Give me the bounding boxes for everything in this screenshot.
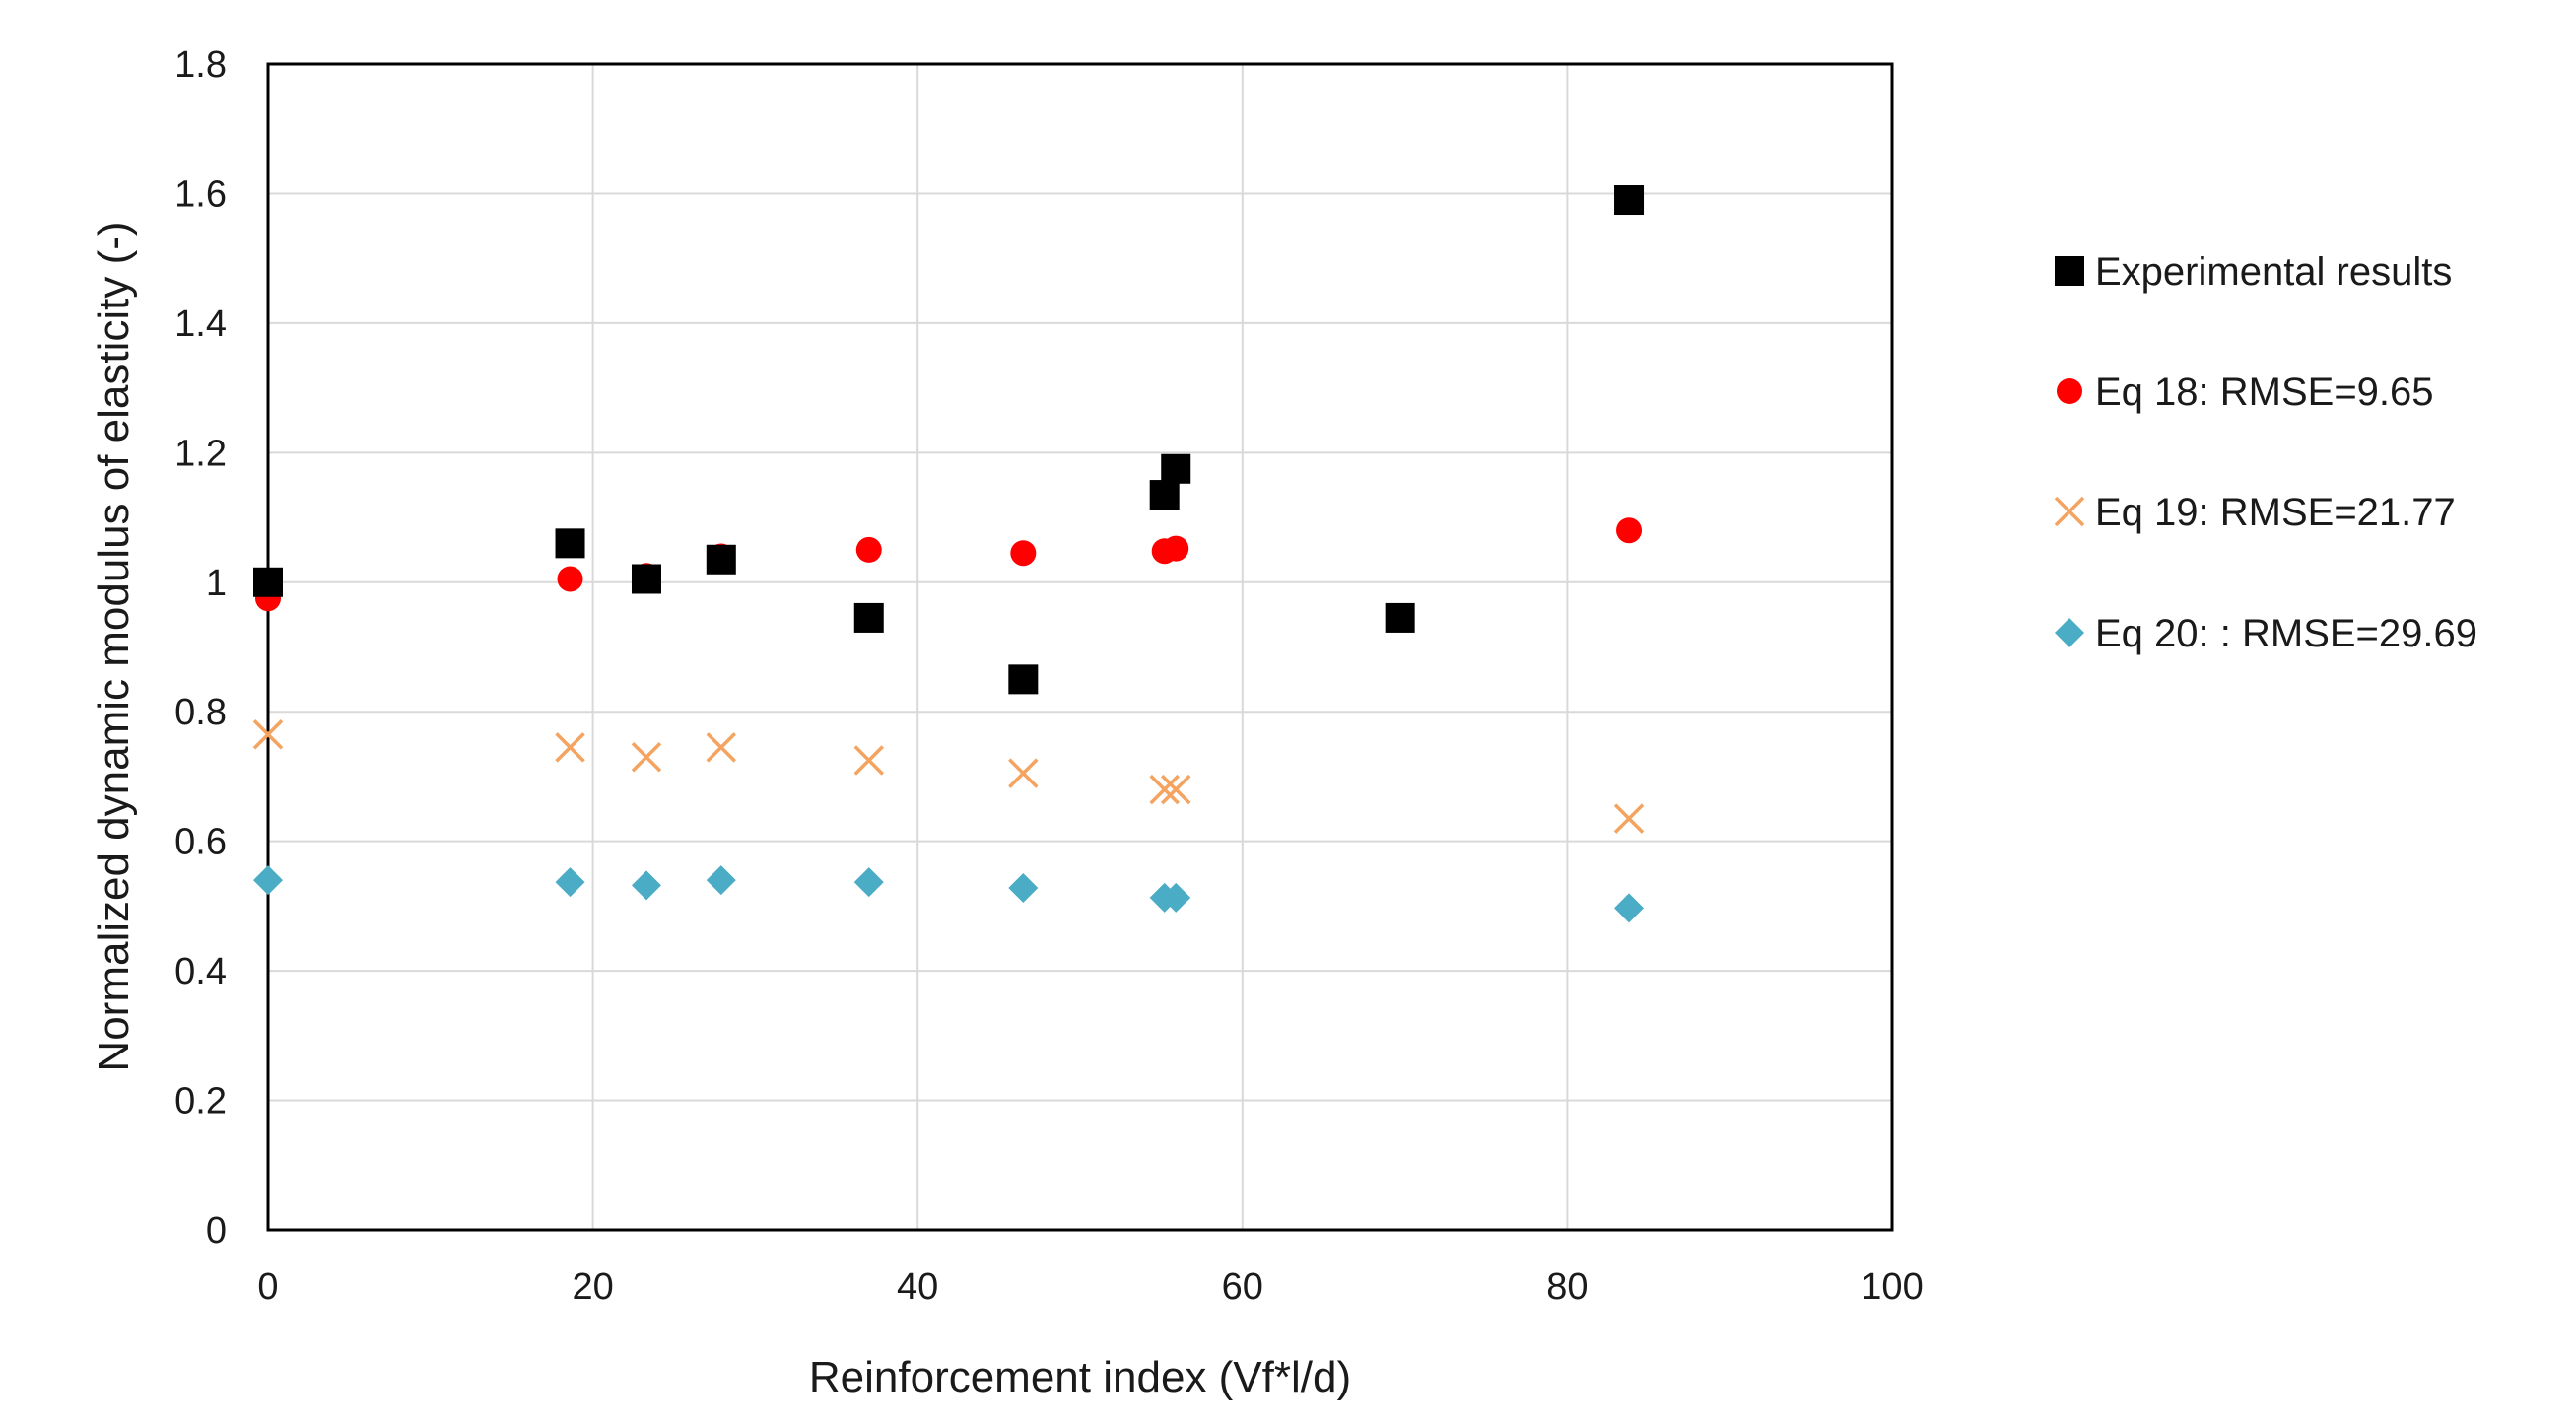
legend-marker-diamond: [2055, 618, 2084, 647]
x-data-point: [706, 732, 737, 763]
x-tick-label: 20: [572, 1266, 613, 1308]
circle-data-point: [1010, 540, 1037, 567]
square-data-point: [706, 544, 736, 575]
series-x: [252, 718, 1645, 834]
series-diamond: [253, 865, 1645, 923]
square-data-point: [1385, 602, 1415, 633]
square-data-point: [631, 564, 661, 594]
x-data-point: [1008, 758, 1039, 788]
y-tick-label: 1.2: [174, 433, 227, 474]
circle-data-point: [1616, 517, 1643, 544]
x-tick-label: 60: [1222, 1266, 1263, 1308]
legend-label: Eq 18: RMSE=9.65: [2095, 371, 2434, 414]
diamond-data-point: [1614, 893, 1645, 923]
square-data-point: [253, 567, 283, 597]
data-series: [252, 185, 1645, 923]
y-axis-ticks: 0 0.2 0.4 0.6 0.8 1 1.2 1.4 1.6 1.8: [174, 44, 227, 1252]
x-data-point: [555, 732, 585, 763]
x-tick-label: 100: [1861, 1266, 1923, 1308]
x-data-point: [252, 718, 284, 750]
x-data-point: [631, 741, 662, 773]
diamond-data-point: [706, 865, 736, 896]
x-tick-label: 40: [897, 1266, 938, 1308]
diamond-data-point: [555, 867, 585, 898]
x-axis-ticks: 0 20 40 60 80 100: [257, 1266, 1923, 1308]
y-tick-label: 0.4: [174, 951, 227, 992]
y-tick-label: 1.8: [174, 44, 227, 86]
legend-marker-circle: [2057, 378, 2082, 404]
x-axis-title: Reinforcement index (Vf*l/d): [809, 1353, 1351, 1401]
diamond-data-point: [631, 870, 661, 901]
legend-label: Eq 20: : RMSE=29.69: [2095, 612, 2477, 655]
x-data-point: [1160, 774, 1191, 805]
y-tick-label: 0.2: [174, 1081, 227, 1122]
square-data-point: [555, 528, 585, 559]
legend-marker-square: [2055, 256, 2084, 286]
legend: Experimental results Eq 18: RMSE=9.65 Eq 1…: [2054, 250, 2477, 655]
square-data-point: [1161, 453, 1191, 484]
legend-label: Eq 19: RMSE=21.77: [2095, 491, 2456, 534]
y-tick-label: 0.8: [174, 692, 227, 733]
y-axis-title: Normalized dynamic modulus of elasticity…: [90, 221, 138, 1071]
diamond-data-point: [1161, 882, 1191, 913]
x-data-point: [1149, 774, 1180, 805]
legend-item: Eq 20: : RMSE=29.69: [2055, 612, 2477, 655]
circle-data-point: [855, 536, 882, 563]
square-data-point: [1149, 480, 1180, 510]
square-data-point: [1008, 664, 1039, 695]
diamond-data-point: [253, 865, 283, 896]
y-tick-label: 1: [206, 563, 227, 604]
x-data-point: [1613, 803, 1645, 834]
legend-item: Eq 19: RMSE=21.77: [2054, 491, 2456, 534]
y-tick-label: 1.4: [174, 304, 227, 345]
diamond-data-point: [1008, 872, 1039, 903]
x-tick-label: 0: [257, 1266, 278, 1308]
gridlines: [268, 64, 1892, 1230]
y-tick-label: 0.6: [174, 822, 227, 863]
legend-label: Experimental results: [2095, 250, 2452, 294]
series-circle: [255, 517, 1643, 612]
circle-data-point: [557, 566, 583, 592]
series-square: [253, 185, 1645, 695]
square-data-point: [1614, 185, 1645, 216]
legend-item: Experimental results: [2055, 250, 2452, 294]
x-data-point: [853, 745, 884, 776]
square-data-point: [853, 602, 884, 633]
diamond-data-point: [853, 867, 884, 898]
y-tick-label: 1.6: [174, 173, 227, 215]
y-tick-label: 0: [206, 1210, 227, 1252]
plot-area-frame: [266, 62, 1894, 1232]
legend-item: Eq 18: RMSE=9.65: [2057, 371, 2434, 414]
circle-data-point: [1163, 535, 1189, 562]
legend-marker-x: [2054, 496, 2085, 527]
x-tick-label: 80: [1546, 1266, 1588, 1308]
